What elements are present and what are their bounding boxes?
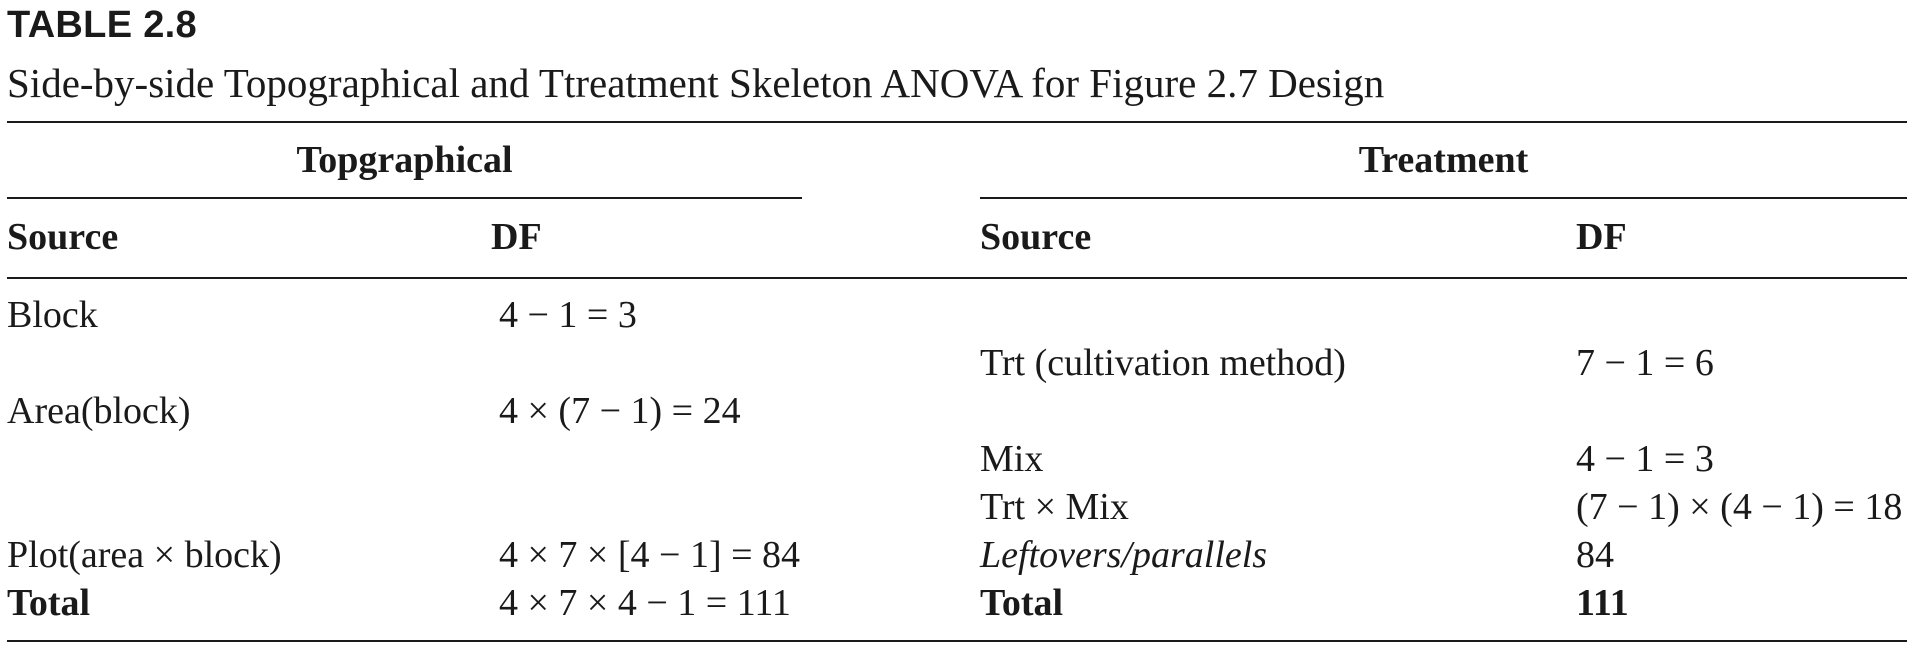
treatment-row-leftovers-source: Leftovers/parallels (980, 534, 1268, 576)
topographical-row-total-source: Total (7, 582, 91, 624)
treatment-row-trt-source: Trt (cultivation method) (980, 342, 1346, 384)
topographical-row-block-df: 4 − 1 = 3 (499, 294, 637, 336)
topographical-row-area-source: Area(block) (7, 390, 191, 432)
column-header-rule (7, 277, 1907, 279)
treatment-row-leftovers-df: 84 (1576, 534, 1614, 576)
topographical-source-header: Source (7, 216, 119, 258)
topographical-row-block-source: Block (7, 294, 98, 336)
treatment-df-header: DF (1576, 216, 1627, 258)
table-title: Side-by-side Topographical and Ttreatmen… (7, 60, 1385, 106)
table-label: TABLE 2.8 (7, 4, 197, 46)
treatment-row-trt-df: 7 − 1 = 6 (1576, 342, 1714, 384)
treatment-row-mix-source: Mix (980, 438, 1044, 480)
treatment-row-total-source: Total (980, 582, 1064, 624)
topographical-row-plot-df: 4 × 7 × [4 − 1] = 84 (499, 534, 801, 576)
treatment-row-mix-df: 4 − 1 = 3 (1576, 438, 1714, 480)
top-rule (7, 121, 1907, 123)
topographical-row-area-df: 4 × (7 − 1) = 24 (499, 390, 741, 432)
topographical-df-header: DF (491, 216, 542, 258)
treatment-row-trtxmix-source: Trt × Mix (980, 486, 1129, 528)
treatment-row-trtxmix-df: (7 − 1) × (4 − 1) = 18 (1576, 486, 1903, 528)
topographical-header-rule (7, 197, 802, 199)
topographical-group-header: Topgraphical (296, 139, 513, 181)
treatment-header-rule (980, 197, 1907, 199)
bottom-rule (7, 640, 1907, 642)
treatment-source-header: Source (980, 216, 1092, 258)
topographical-row-total-df: 4 × 7 × 4 − 1 = 111 (499, 582, 791, 624)
topographical-row-plot-source: Plot(area × block) (7, 534, 282, 576)
treatment-row-total-df: 111 (1576, 582, 1629, 624)
treatment-group-header: Treatment (1358, 139, 1529, 181)
